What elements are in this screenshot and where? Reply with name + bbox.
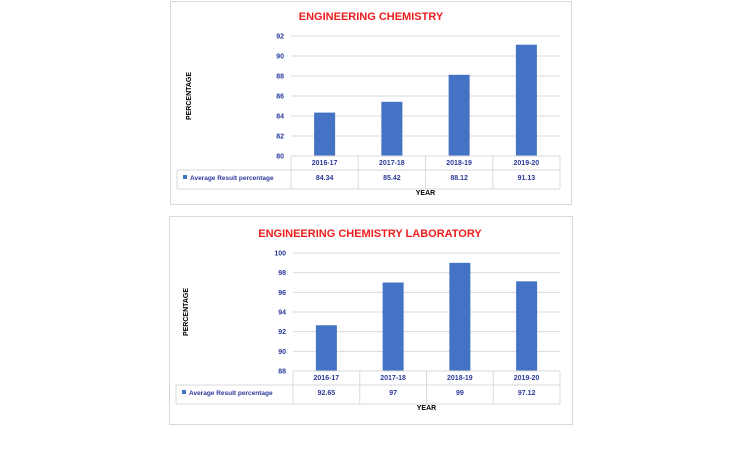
y-tick-label: 96: [278, 290, 286, 297]
chart-title: ENGINEERING CHEMISTRY LABORATORY: [258, 228, 482, 240]
legend-swatch: [183, 175, 187, 179]
x-category-label: 2019-20: [514, 160, 540, 167]
y-axis-title: PERCENTAGE: [183, 288, 190, 336]
x-category-label: 2018-19: [446, 160, 472, 167]
data-label: 97.12: [518, 390, 536, 397]
y-tick-label: 92: [276, 34, 284, 41]
y-tick-label: 90: [278, 349, 286, 356]
legend-label: Average Result percentage: [190, 175, 274, 182]
data-label: 85.42: [383, 175, 401, 182]
chart-engineering-chemistry: ENGINEERING CHEMISTRY 80 82 84 86 88 90 92 2016-…: [176, 11, 561, 197]
x-category-label: 2016-17: [314, 375, 340, 382]
x-category-label: 2017-18: [379, 160, 405, 167]
y-tick-label: 82: [276, 134, 284, 141]
legend-label: Average Result percentage: [189, 390, 273, 397]
x-axis-title: YEAR: [417, 405, 436, 412]
x-category-label: 2017-18: [380, 375, 406, 382]
x-axis-title: YEAR: [416, 190, 435, 197]
bar-2019-20: [515, 44, 537, 157]
bar-2018-19: [448, 74, 470, 156]
data-label: 92.65: [318, 390, 336, 397]
chart-title: ENGINEERING CHEMISTRY: [299, 11, 444, 23]
data-label: 97: [389, 390, 397, 397]
y-tick-label: 90: [276, 54, 284, 61]
y-tick-label: 88: [278, 369, 286, 376]
legend-swatch: [182, 390, 186, 394]
y-tick-label: 80: [276, 154, 284, 161]
y-tick-label: 98: [278, 270, 286, 277]
bar-2018-19: [449, 262, 471, 371]
y-tick-label: 88: [276, 74, 284, 81]
y-axis-title: PERCENTAGE: [186, 72, 193, 120]
y-tick-label: 92: [278, 329, 286, 336]
data-label: 84.34: [316, 175, 334, 182]
x-category-label: 2019-20: [514, 375, 540, 382]
bar-2017-18: [382, 282, 404, 371]
chart-panel-engineering-chemistry: ENGINEERING CHEMISTRY 80 82 84 86 88 90 92 2016-…: [170, 1, 572, 205]
chart-panel-engineering-chemistry-laboratory: ENGINEERING CHEMISTRY LABORATORY 88 90 92 94…: [169, 216, 573, 425]
data-label: 88.12: [450, 175, 468, 182]
y-tick-label: 84: [276, 114, 284, 121]
bar-2016-17: [314, 112, 336, 156]
chart-engineering-chemistry-laboratory: ENGINEERING CHEMISTRY LABORATORY 88 90 92 94…: [175, 228, 561, 412]
bar-2019-20: [516, 281, 538, 371]
y-tick-label: 86: [276, 94, 284, 101]
data-label: 91.13: [518, 175, 536, 182]
bar-2016-17: [315, 325, 337, 371]
data-label: 99: [456, 390, 464, 397]
bar-2017-18: [381, 101, 403, 156]
y-tick-label: 100: [274, 251, 286, 258]
y-tick-label: 94: [278, 310, 286, 317]
x-category-label: 2018-19: [447, 375, 473, 382]
x-category-label: 2016-17: [312, 160, 338, 167]
